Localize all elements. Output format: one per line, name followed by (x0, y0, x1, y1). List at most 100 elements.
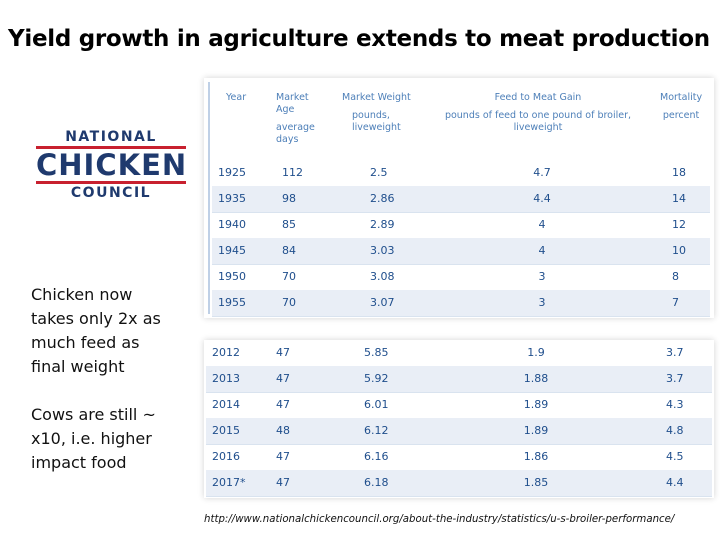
cell-weight: 6.12 (364, 424, 389, 437)
cell-feed: 4.4 (533, 192, 551, 205)
header-feed-unit-1: pounds of feed to one pound of broiler, (444, 110, 632, 121)
cell-feed: 1.88 (523, 372, 549, 385)
cell-weight: 5.92 (364, 372, 389, 385)
cell-mortality: 3.7 (666, 346, 684, 359)
header-age-unit-1: average (276, 122, 315, 133)
table-row: 2012 47 5.85 1.9 3.7 (206, 340, 712, 367)
header-mort-title: Mortality (660, 92, 703, 103)
cell-mortality: 3.7 (666, 372, 684, 385)
cell-weight: 2.89 (370, 218, 395, 231)
header-mortality: Mortality percent (660, 92, 702, 122)
cell-year: 1945 (218, 244, 246, 257)
header-weight-unit-2: liveweight (352, 122, 401, 133)
cell-year: 1955 (218, 296, 246, 309)
cell-weight: 3.08 (370, 270, 395, 283)
cell-age: 112 (282, 166, 303, 179)
cell-age: 47 (276, 398, 290, 411)
cell-age: 47 (276, 372, 290, 385)
cell-weight: 6.16 (364, 450, 389, 463)
cell-year: 2017* (212, 476, 246, 489)
header-age-unit-2: days (276, 134, 299, 145)
cell-age: 85 (282, 218, 296, 231)
header-feed-to-meat: Feed to Meat Gain pounds of feed to one … (444, 92, 632, 134)
broiler-performance-table-historic: Year Market Age average days Market Weig… (204, 78, 714, 318)
source-url: http://www.nationalchickencouncil.org/ab… (204, 514, 675, 525)
logo-line-council: COUNCIL (70, 185, 152, 201)
cell-mortality: 7 (672, 296, 679, 309)
cell-age: 47 (276, 346, 290, 359)
cell-year: 2014 (212, 398, 240, 411)
table-row: 1945 84 3.03 4 10 (212, 238, 710, 265)
cell-year: 1950 (218, 270, 246, 283)
cell-weight: 5.85 (364, 346, 389, 359)
header-age-title-2: Age (276, 104, 295, 115)
table-row: 2013 47 5.92 1.88 3.7 (206, 366, 712, 393)
cell-age: 84 (282, 244, 296, 257)
cell-feed: 4 (538, 244, 546, 257)
cell-weight: 6.18 (364, 476, 389, 489)
cell-mortality: 8 (672, 270, 679, 283)
table-row: 1935 98 2.86 4.4 14 (212, 186, 710, 213)
header-weight-title: Market Weight (342, 92, 411, 103)
cell-age: 70 (282, 296, 296, 309)
broiler-performance-table-recent: 2012 47 5.85 1.9 3.7 2013 47 5.92 1.88 3… (204, 340, 714, 498)
header-year: Year (226, 92, 247, 103)
cell-feed: 1.85 (523, 476, 549, 489)
note-cows-feed: Cows are still ~ x10, i.e. higher impact… (31, 405, 156, 472)
cell-year: 2012 (212, 346, 240, 359)
cell-mortality: 4.8 (666, 424, 684, 437)
note-chicken-feed: Chicken now takes only 2x as much feed a… (31, 285, 161, 376)
cell-weight: 3.07 (370, 296, 395, 309)
cell-mortality: 10 (672, 244, 686, 257)
cell-year: 2016 (212, 450, 240, 463)
cell-weight: 2.86 (370, 192, 395, 205)
header-market-age: Market Age average days (276, 92, 315, 146)
cell-age: 47 (276, 476, 290, 489)
cell-year: 1935 (218, 192, 246, 205)
table-row: 1955 70 3.07 3 7 (212, 290, 710, 317)
cell-feed: 1.86 (523, 450, 549, 463)
cell-year: 2015 (212, 424, 240, 437)
cell-feed: 4 (538, 218, 546, 231)
cell-age: 70 (282, 270, 296, 283)
header-age-title-1: Market (276, 92, 309, 103)
cell-feed: 1.89 (523, 424, 549, 437)
cell-mortality: 14 (672, 192, 686, 205)
cell-year: 1925 (218, 166, 246, 179)
panel-left-rule (208, 82, 210, 314)
cell-mortality: 4.3 (666, 398, 684, 411)
logo-line-national: NATIONAL (65, 129, 157, 145)
cell-mortality: 4.4 (666, 476, 684, 489)
cell-year: 1940 (218, 218, 246, 231)
header-feed-unit-2: liveweight (513, 122, 563, 133)
national-chicken-council-logo: NATIONAL CHICKEN COUNCIL (34, 128, 188, 201)
cell-feed: 3 (538, 296, 546, 309)
cell-mortality: 4.5 (666, 450, 684, 463)
table-row: 1940 85 2.89 4 12 (212, 212, 710, 239)
cell-age: 48 (276, 424, 290, 437)
cell-weight: 6.01 (364, 398, 389, 411)
table-row: 2016 47 6.16 1.86 4.5 (206, 444, 712, 471)
cell-age: 98 (282, 192, 296, 205)
table-row: 2015 48 6.12 1.89 4.8 (206, 418, 712, 445)
table-row: 1925 112 2.5 4.7 18 (212, 160, 710, 187)
cell-mortality: 18 (672, 166, 686, 179)
cell-weight: 2.5 (370, 166, 388, 179)
cell-age: 47 (276, 450, 290, 463)
cell-year: 2013 (212, 372, 240, 385)
header-mort-unit: percent (662, 110, 700, 121)
cell-feed: 1.89 (523, 398, 549, 411)
slide-title: Yield growth in agriculture extends to m… (8, 26, 710, 52)
cell-feed: 1.9 (527, 346, 545, 359)
header-feed-title: Feed to Meat Gain (494, 92, 582, 103)
header-weight-unit-1: pounds, (352, 110, 390, 121)
header-market-weight: Market Weight pounds, liveweight (342, 92, 411, 134)
table-row: 1950 70 3.08 3 8 (212, 264, 710, 291)
table-row: 2014 47 6.01 1.89 4.3 (206, 392, 712, 419)
cell-feed: 3 (538, 270, 546, 283)
cell-mortality: 12 (672, 218, 686, 231)
logo-line-chicken: CHICKEN (36, 146, 188, 184)
cell-weight: 3.03 (370, 244, 395, 257)
cell-feed: 4.7 (533, 166, 551, 179)
table-row: 2017* 47 6.18 1.85 4.4 (206, 470, 712, 497)
